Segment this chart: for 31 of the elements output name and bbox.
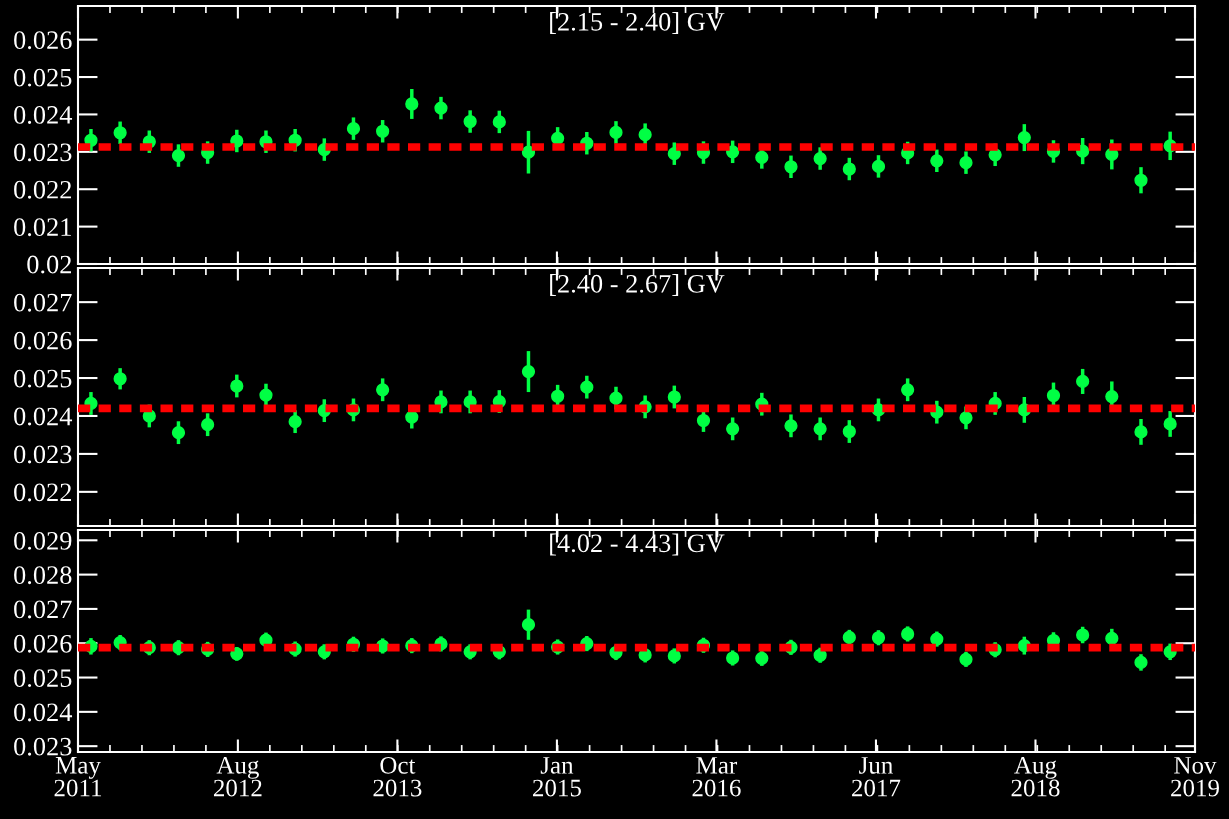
y-tick-label: 0.02 [27,255,71,274]
y-tick-label: 0.022 [14,180,71,199]
y-tick-label: 0.023 [14,143,72,162]
chart-title: [4.02 - 4.43] GV [550,533,725,556]
y-tick-label: 0.028 [14,566,72,585]
y-tick-label: 0.025 [14,369,72,388]
y-tick-label: 0.026 [14,331,72,350]
x-tick-label: Jan 2015 [533,757,581,797]
y-tick-label: 0.024 [14,106,73,124]
y-tick-label: 0.024 [14,407,73,426]
y-tick-label: 0.029 [14,531,72,550]
chart-title: [2.15 - 2.40] GV [550,12,725,34]
y-tick-label: 0.025 [14,669,72,688]
y-tick-label: 0.027 [14,293,72,312]
y-tick-label: 0.027 [14,600,72,619]
y-tick-label: 0.022 [14,483,71,502]
y-tick-label: 0.021 [14,218,71,237]
y-tick-label: 0.023 [14,737,72,756]
x-tick-label: Oct 2013 [373,756,422,797]
chart-title: [2.40 - 2.67] GV [550,274,725,296]
y-tick-label: 0.025 [14,68,72,87]
y-tick-label: 0.026 [14,634,72,653]
x-tick-label: Nov 2019 [1171,757,1219,797]
x-tick-label: May 2011 [54,757,102,797]
x-tick-label: Jun 2017 [852,757,901,797]
y-tick-label: 0.024 [14,703,73,722]
y-tick-label: 0.026 [14,31,72,50]
y-tick-label: 0.023 [14,445,72,464]
x-tick-label: Mar 2016 [692,757,741,797]
x-tick-label: Aug 2018 [1011,756,1060,797]
x-tick-label: Aug 2012 [213,756,262,797]
